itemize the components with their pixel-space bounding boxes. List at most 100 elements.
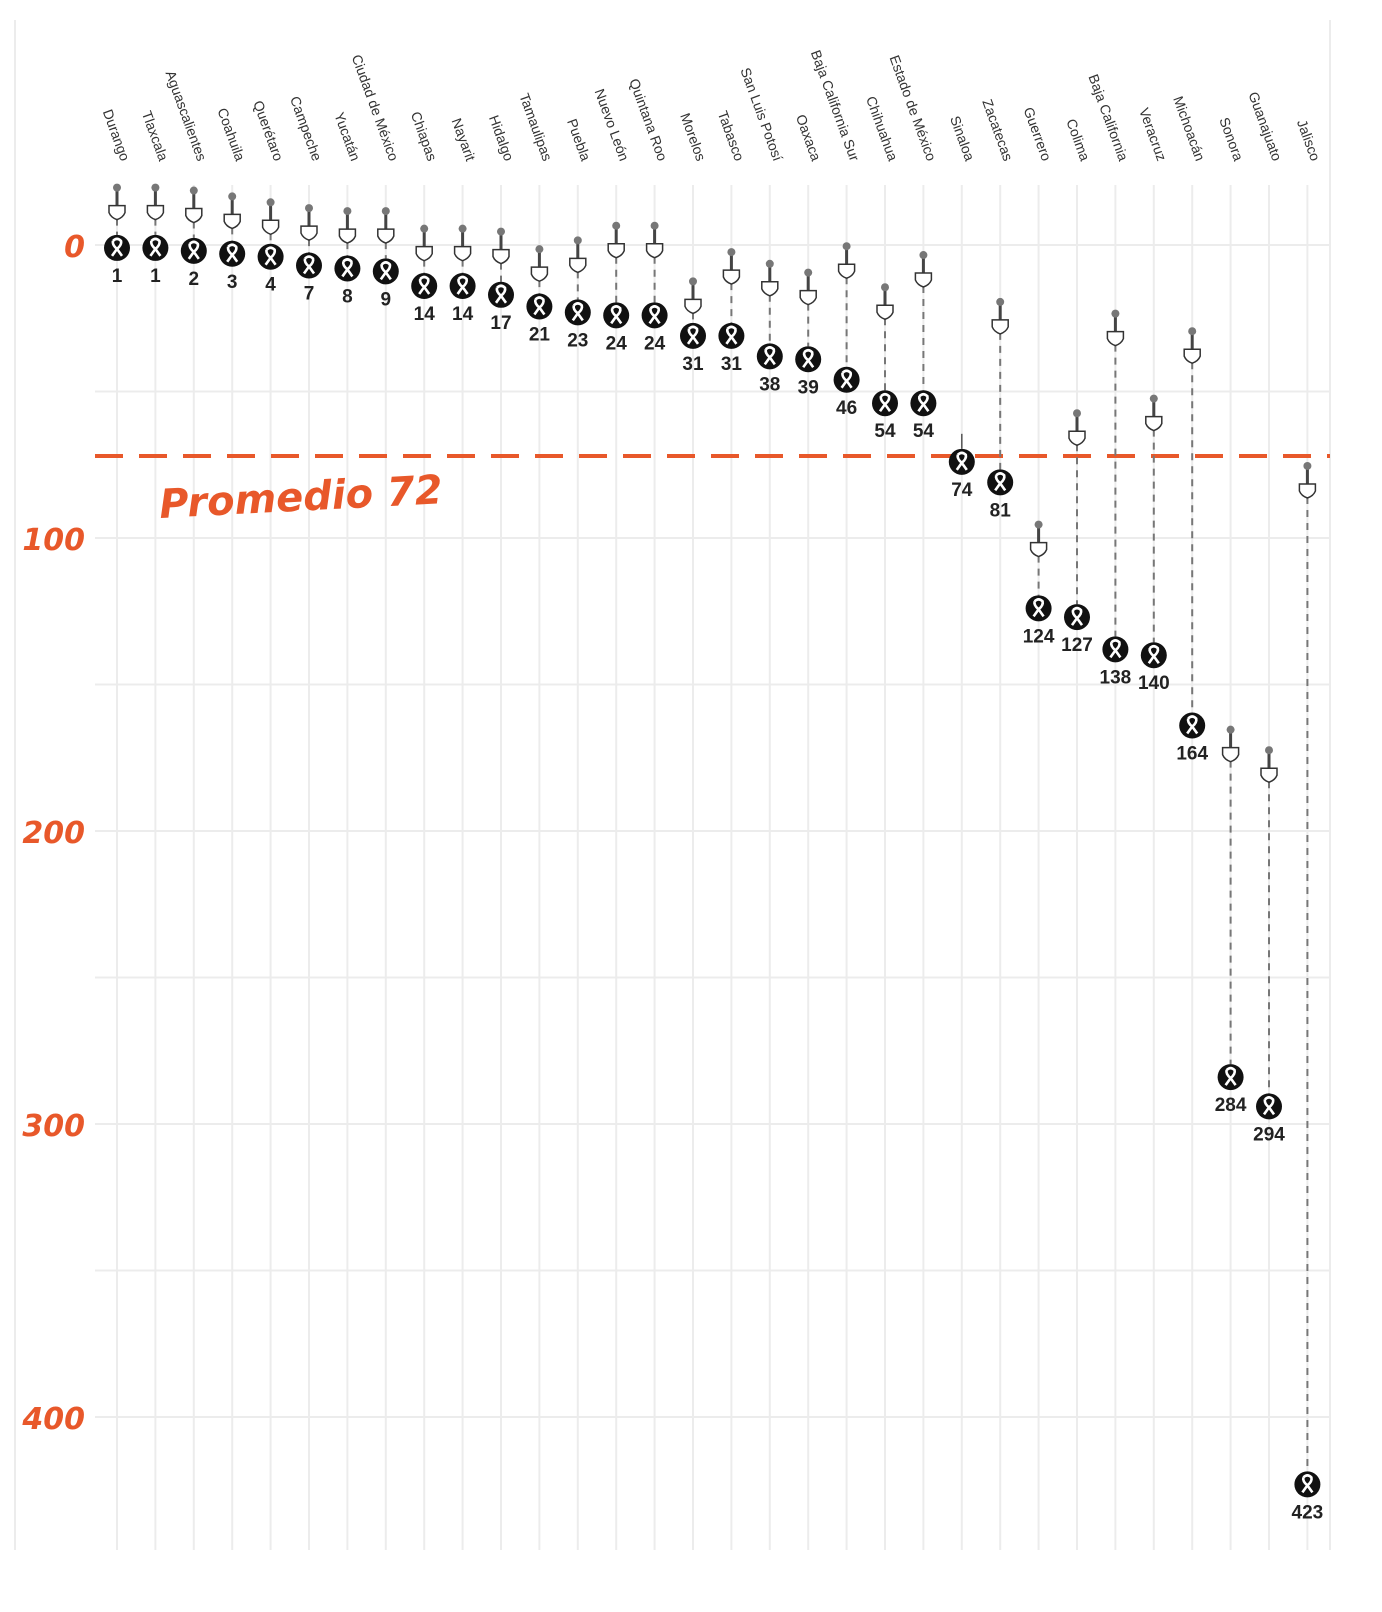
y-axis-ticks: 0 100 200 300 400 [21,230,85,1437]
state-label: Michoacán [1170,94,1208,163]
data-point: 423 [1292,461,1324,1523]
shovel-icon [876,304,894,321]
value-label: 54 [913,421,935,442]
ribbon-icon [955,451,968,471]
ribbon-icon [110,237,124,257]
data-point: 39 [795,268,822,398]
data-point: 140 [1138,394,1170,694]
data-point: 124 [1023,520,1055,647]
state-label: Nuevo León [592,87,633,163]
ribbon-icon [571,302,584,322]
ribbon-icon [379,261,392,281]
ribbon-icon [1147,644,1160,664]
shovel-grip-icon [535,245,544,254]
shovel-icon [1260,767,1278,783]
data-point: 38 [756,259,783,395]
value-label: 31 [721,354,743,375]
shovel-grip-icon [1149,394,1158,403]
shovel-icon [300,225,318,241]
shovel-icon [645,242,664,259]
ribbon-icon [1109,639,1122,659]
shovel-grip-icon [266,198,275,207]
value-label: 1 [150,266,161,287]
ribbon-icon [1224,1066,1237,1086]
shovel-grip-icon [343,207,352,216]
shovel-grip-icon [919,251,928,260]
shovel-icon [223,213,241,230]
shovel-grip-icon [381,207,390,216]
value-label: 81 [990,500,1012,521]
value-label: 1 [112,266,123,287]
ribbon-icon [418,275,431,295]
state-label: Veracruz [1136,106,1170,163]
shovel-icon [991,319,1009,335]
ribbon-icon [533,296,546,316]
ribbon-icon [302,255,316,275]
ribbon-icon [1186,715,1199,735]
ribbon-icon [686,325,700,345]
data-point: 2 [180,186,207,290]
shovel-grip-icon [612,221,621,230]
data-point: 164 [1176,327,1208,765]
value-label: 54 [874,421,896,442]
shovel-grip-icon [151,183,160,192]
state-label: Tabasco [715,109,748,164]
shovel-icon [799,289,817,306]
value-label: 21 [529,325,551,346]
state-label: Chihuahua [863,94,901,163]
state-label: Morelos [677,111,709,163]
value-label: 140 [1138,673,1170,694]
value-label: 138 [1100,667,1132,688]
state-label: Zacatecas [979,97,1016,163]
y-tick-label: 100 [22,523,85,558]
shovel-grip-icon [842,242,851,251]
ribbon-icon [840,369,853,389]
state-label: Hidalgo [486,113,517,163]
data-point: 46 [833,242,860,419]
data-point: 24 [603,221,630,354]
value-label: 7 [304,284,315,305]
state-label: Tlaxcala [139,109,172,164]
shovel-icon [837,263,856,280]
shovel-grip-icon [573,236,582,245]
ribbon-icon [1032,598,1045,618]
shovel-grip-icon [189,186,198,195]
state-label: Coahuila [214,106,248,164]
value-label: 423 [1292,1502,1324,1523]
shovel-grip-icon [1265,746,1273,755]
data-point: 127 [1061,409,1093,656]
shovel-grip-icon [1073,409,1081,418]
y-tick-label: 400 [21,1402,85,1437]
shovel-icon [338,228,357,244]
state-label: Guanajuato [1245,90,1285,164]
shovel-grip-icon [113,183,121,192]
value-label: 38 [759,374,780,395]
shovel-grip-icon [420,224,429,233]
data-point: 284 [1215,725,1247,1116]
shovel-grip-icon [497,227,505,236]
ribbon-icon [802,348,815,369]
value-label: 24 [606,333,628,354]
shovel-icon [261,219,280,236]
data-point: 9 [372,207,399,310]
ribbon-icon [341,258,354,278]
shovel-grip-icon [727,248,736,257]
shovel-grip-icon [765,259,774,268]
value-label: 46 [836,398,857,419]
data-point: 21 [526,245,553,346]
average-label: Promedio 72 [158,467,444,528]
state-label: Quintana Roo [626,76,671,163]
shovel-grip-icon [996,297,1005,306]
shovel-icon [1183,348,1201,364]
data-point: 54 [872,283,898,442]
data-point: 1 [142,183,169,287]
value-label: 164 [1176,744,1208,765]
value-label: 24 [644,333,666,354]
shovel-icon [530,266,549,282]
shovel-icon [1029,541,1048,558]
shovel-grip-icon [1111,309,1120,318]
value-label: 127 [1061,635,1093,656]
ribbon-icon [763,346,776,366]
value-label: 74 [951,480,973,501]
data-point: 8 [334,207,361,307]
